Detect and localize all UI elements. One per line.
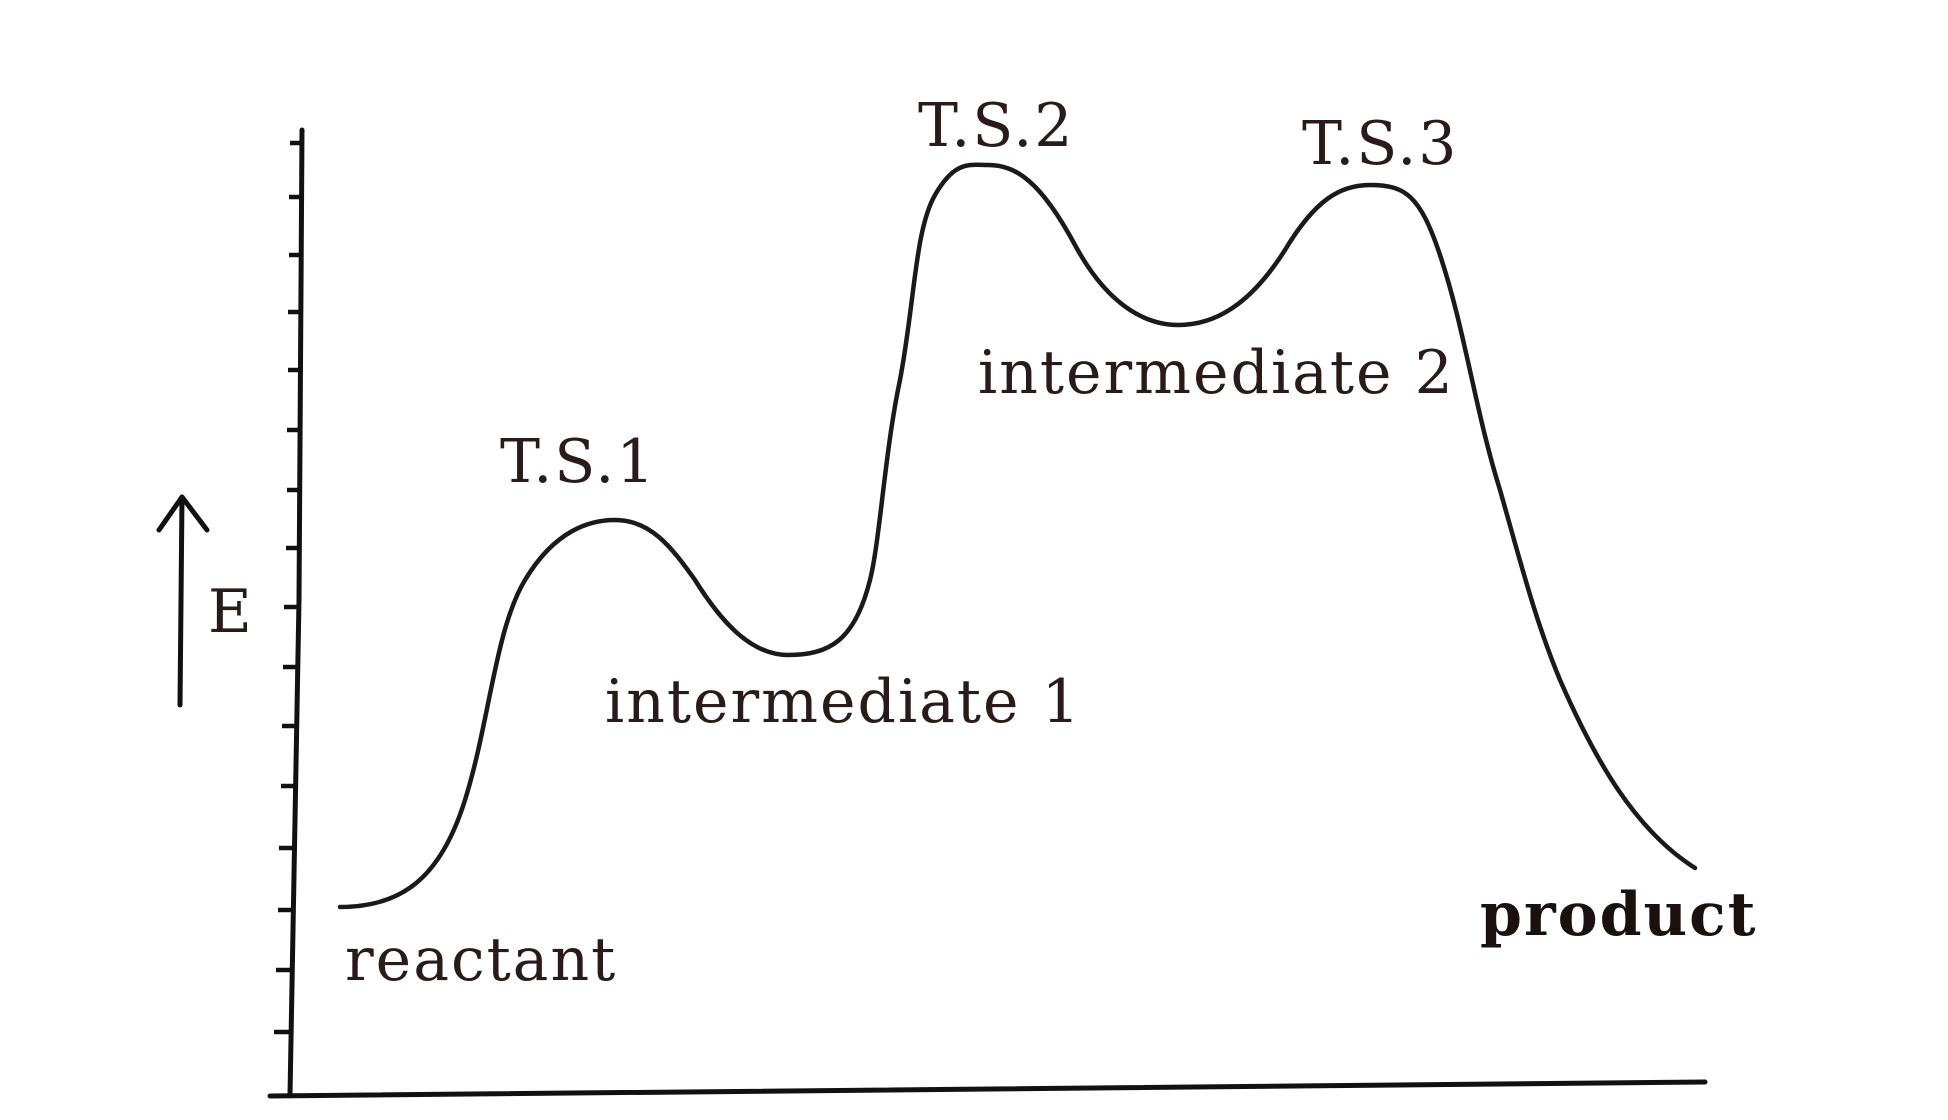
ts1-label: T.S.1: [500, 427, 656, 497]
intermediate-1-label: intermediate 1: [605, 667, 1082, 737]
y-axis-ticks: [274, 140, 302, 1035]
y-axis: [287, 127, 305, 1098]
energy-arrow-icon: [156, 494, 210, 708]
product-label: product: [1480, 880, 1757, 950]
energy-curve: [337, 162, 1698, 910]
ts2-label: T.S.2: [918, 91, 1074, 161]
x-axis: [267, 1079, 1708, 1099]
intermediate-2-label: intermediate 2: [978, 338, 1455, 408]
ts3-label: T.S.3: [1302, 109, 1458, 179]
y-axis-label: E: [208, 577, 254, 647]
reactant-label: reactant: [345, 925, 617, 995]
